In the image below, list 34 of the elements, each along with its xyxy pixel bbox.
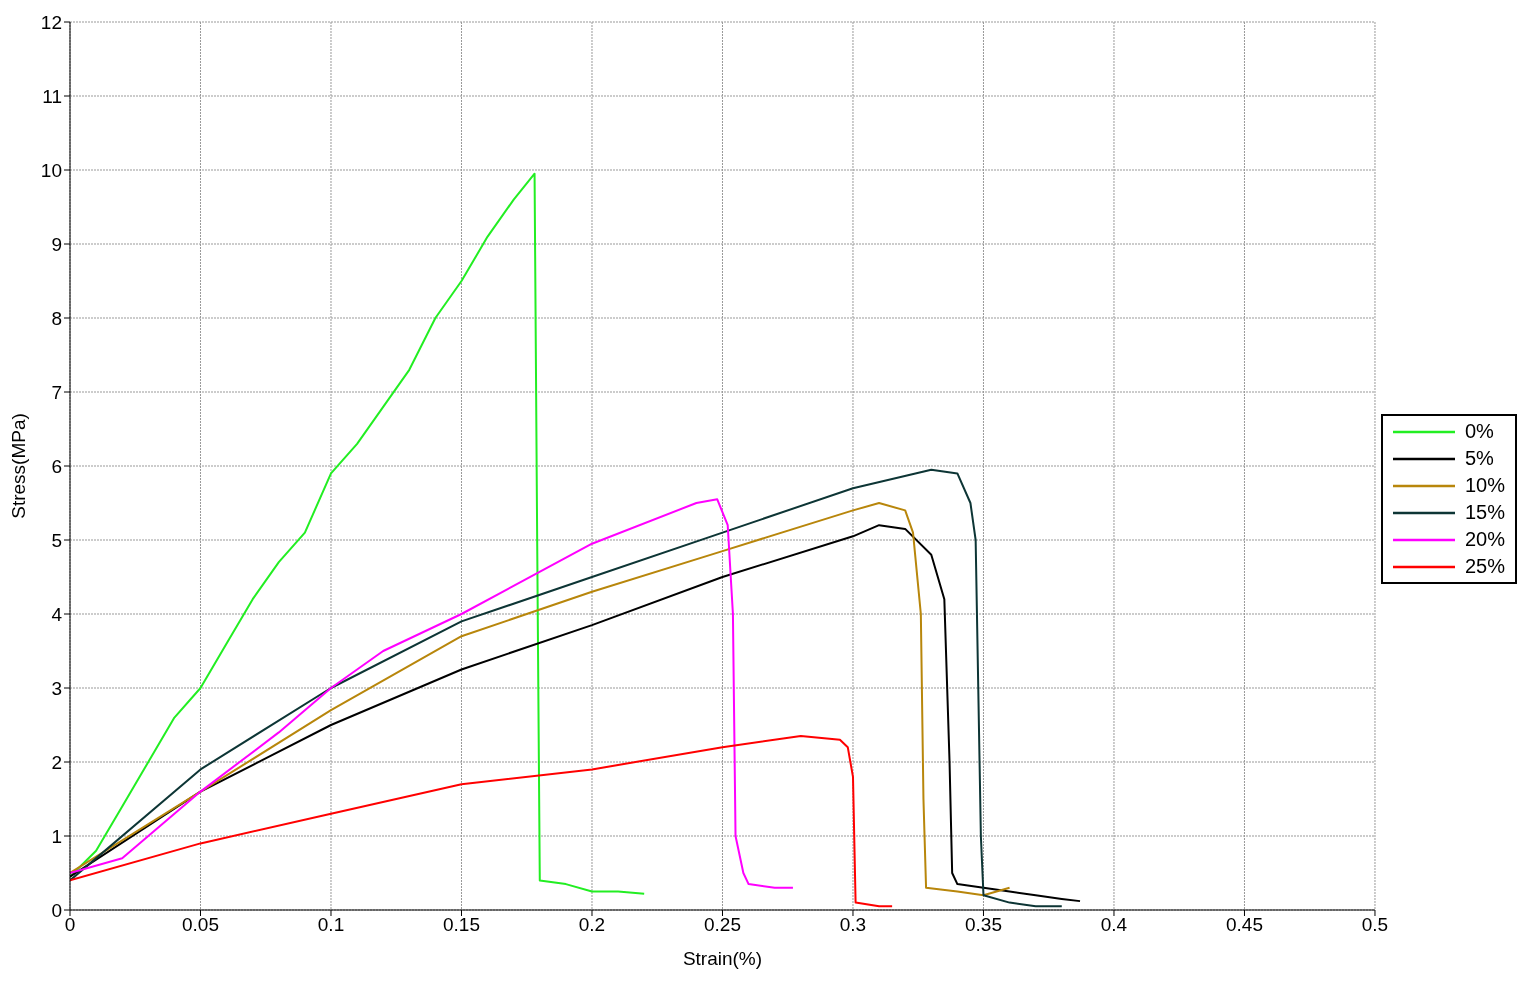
y-tick-label: 11 xyxy=(42,85,62,107)
line-series xyxy=(70,498,794,889)
legend-label: 20% xyxy=(1464,527,1505,552)
legend-label: 10% xyxy=(1464,473,1505,498)
x-axis-title: Strain(%) xyxy=(682,948,763,969)
legend-label: 15% xyxy=(1464,500,1505,525)
x-tick-label: 0.45 xyxy=(1225,914,1263,936)
y-tick-label: 1 xyxy=(51,825,62,847)
x-tick-label: 0.4 xyxy=(1100,914,1128,936)
line-series xyxy=(70,735,894,908)
y-tick-label: 9 xyxy=(51,233,62,255)
y-tick-label: 12 xyxy=(40,11,62,33)
y-tick-label: 0 xyxy=(51,899,62,921)
y-axis-title: Stress(MPa) xyxy=(7,413,29,519)
y-tick-label: 8 xyxy=(51,307,62,329)
legend-label: 0% xyxy=(1464,419,1494,444)
y-tick-label: 3 xyxy=(51,677,62,699)
y-tick-label: 4 xyxy=(51,603,63,625)
legend-label: 5% xyxy=(1464,446,1494,471)
x-tick-label: 0.35 xyxy=(964,914,1002,936)
y-tick-label: 6 xyxy=(51,455,62,477)
y-tick-label: 2 xyxy=(51,751,62,773)
x-tick-label: 0.05 xyxy=(182,914,219,936)
x-tick-label: 0.1 xyxy=(317,914,345,936)
line-series xyxy=(70,172,646,895)
x-tick-label: 0.15 xyxy=(443,914,480,936)
y-tick-label: 10 xyxy=(40,159,62,181)
y-tick-label: 5 xyxy=(51,529,62,551)
x-tick-label: 0.25 xyxy=(703,914,741,936)
x-tick-label: 0.5 xyxy=(1361,914,1389,936)
x-tick-label: 0.2 xyxy=(578,914,606,936)
y-tick-label: 7 xyxy=(51,381,62,403)
legend-label: 25% xyxy=(1464,554,1505,579)
x-tick-label: 0.3 xyxy=(839,914,867,936)
